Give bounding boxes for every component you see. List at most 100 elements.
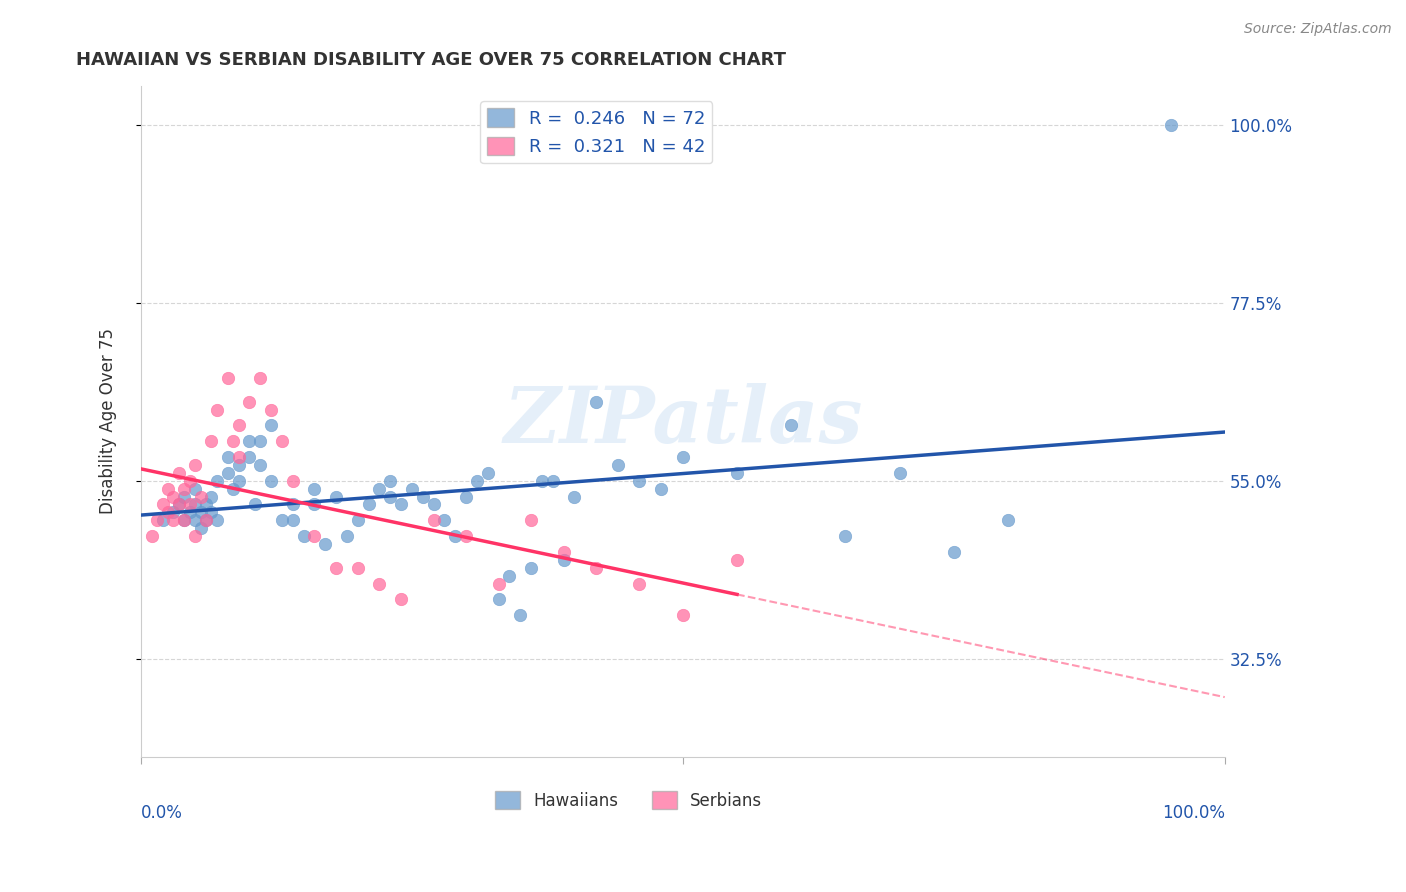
Point xyxy=(179,498,201,512)
Point xyxy=(217,450,239,464)
Point xyxy=(190,490,212,504)
Point xyxy=(238,450,260,464)
Point xyxy=(270,513,292,527)
Point xyxy=(281,513,304,527)
Point xyxy=(200,434,222,449)
Point xyxy=(146,513,169,527)
Point xyxy=(260,402,283,417)
Point xyxy=(553,553,575,567)
Point xyxy=(530,474,553,488)
Point xyxy=(433,513,456,527)
Point xyxy=(157,482,180,496)
Text: 100.0%: 100.0% xyxy=(1161,805,1225,822)
Point xyxy=(553,545,575,559)
Point xyxy=(509,608,531,623)
Point xyxy=(162,490,184,504)
Point xyxy=(606,458,628,472)
Point xyxy=(585,394,607,409)
Point xyxy=(162,513,184,527)
Point xyxy=(162,505,184,519)
Point xyxy=(422,513,444,527)
Point xyxy=(725,553,748,567)
Point xyxy=(1160,118,1182,132)
Point xyxy=(238,394,260,409)
Point xyxy=(444,529,467,543)
Point xyxy=(314,537,336,551)
Point xyxy=(200,490,222,504)
Point xyxy=(304,529,326,543)
Point xyxy=(179,505,201,519)
Point xyxy=(520,513,543,527)
Text: ZIPatlas: ZIPatlas xyxy=(503,384,862,459)
Point xyxy=(184,529,207,543)
Point xyxy=(228,450,250,464)
Legend: Hawaiians, Serbians: Hawaiians, Serbians xyxy=(488,785,769,816)
Point xyxy=(260,474,283,488)
Point xyxy=(368,482,391,496)
Point xyxy=(167,466,190,480)
Point xyxy=(325,490,347,504)
Point xyxy=(628,576,651,591)
Point xyxy=(477,466,499,480)
Y-axis label: Disability Age Over 75: Disability Age Over 75 xyxy=(100,328,117,515)
Point xyxy=(205,474,228,488)
Point xyxy=(152,498,174,512)
Point xyxy=(205,402,228,417)
Point xyxy=(238,434,260,449)
Point xyxy=(249,371,271,385)
Point xyxy=(628,474,651,488)
Point xyxy=(889,466,911,480)
Point xyxy=(325,560,347,574)
Point xyxy=(389,592,412,607)
Point xyxy=(173,482,195,496)
Point xyxy=(834,529,856,543)
Point xyxy=(217,371,239,385)
Point xyxy=(195,498,218,512)
Point xyxy=(184,458,207,472)
Point xyxy=(141,529,163,543)
Point xyxy=(195,513,218,527)
Point xyxy=(346,560,368,574)
Point xyxy=(585,560,607,574)
Point xyxy=(357,498,380,512)
Point xyxy=(456,529,478,543)
Point xyxy=(217,466,239,480)
Point xyxy=(200,505,222,519)
Point xyxy=(412,490,434,504)
Point xyxy=(173,513,195,527)
Text: HAWAIIAN VS SERBIAN DISABILITY AGE OVER 75 CORRELATION CHART: HAWAIIAN VS SERBIAN DISABILITY AGE OVER … xyxy=(76,51,786,69)
Point xyxy=(249,434,271,449)
Point xyxy=(520,560,543,574)
Point xyxy=(228,418,250,433)
Point xyxy=(222,434,245,449)
Point xyxy=(304,498,326,512)
Point xyxy=(672,608,695,623)
Point xyxy=(249,458,271,472)
Point xyxy=(243,498,266,512)
Point xyxy=(190,505,212,519)
Point xyxy=(389,498,412,512)
Text: Source: ZipAtlas.com: Source: ZipAtlas.com xyxy=(1244,22,1392,37)
Point xyxy=(184,513,207,527)
Point xyxy=(942,545,965,559)
Point xyxy=(346,513,368,527)
Point xyxy=(173,490,195,504)
Point xyxy=(465,474,488,488)
Point xyxy=(270,434,292,449)
Point xyxy=(488,576,510,591)
Point xyxy=(541,474,564,488)
Point xyxy=(184,498,207,512)
Point xyxy=(456,490,478,504)
Point xyxy=(304,482,326,496)
Point xyxy=(380,474,402,488)
Point xyxy=(672,450,695,464)
Text: 0.0%: 0.0% xyxy=(141,805,183,822)
Point xyxy=(997,513,1019,527)
Point xyxy=(173,513,195,527)
Point xyxy=(184,482,207,496)
Point xyxy=(488,592,510,607)
Point xyxy=(336,529,359,543)
Point xyxy=(401,482,423,496)
Point xyxy=(167,498,190,512)
Point xyxy=(498,568,520,582)
